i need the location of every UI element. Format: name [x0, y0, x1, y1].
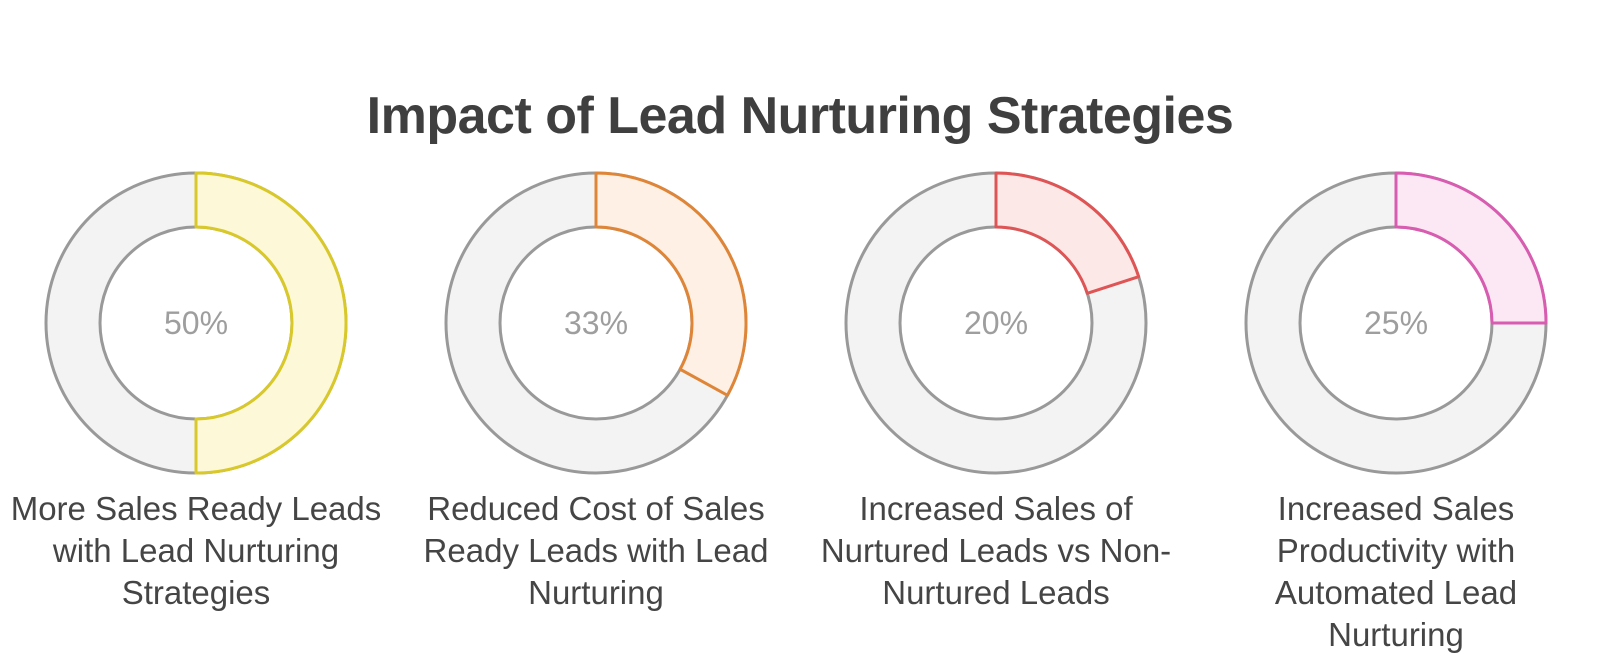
- donut-segment: [1394, 171, 1548, 325]
- donut-label-sales-ready-leads: More Sales Ready Leads with Lead Nurturi…: [10, 490, 382, 611]
- donut-percentage: 25%: [1364, 305, 1428, 341]
- donut-1: 50%: [44, 171, 348, 475]
- donut-label-increased-sales: Increased Sales of Nurtured Leads vs Non…: [820, 490, 1172, 611]
- donut-label-sales-productivity: Increased Sales Productivity with Automa…: [1274, 490, 1518, 653]
- donut-3: 20%: [844, 171, 1148, 475]
- donut-percentage: 33%: [564, 305, 628, 341]
- donut-segment: [594, 171, 748, 397]
- donut-4: 25%: [1244, 171, 1548, 475]
- donut-percentage: 50%: [164, 305, 228, 341]
- donut-label-reduced-cost: Reduced Cost of Sales Ready Leads with L…: [423, 490, 769, 611]
- donut-segment: [994, 171, 1141, 295]
- donut-segment: [194, 171, 348, 475]
- donut-2: 33%: [444, 171, 748, 475]
- donut-percentage: 20%: [964, 305, 1028, 341]
- chart-title: Impact of Lead Nurturing Strategies: [366, 87, 1234, 145]
